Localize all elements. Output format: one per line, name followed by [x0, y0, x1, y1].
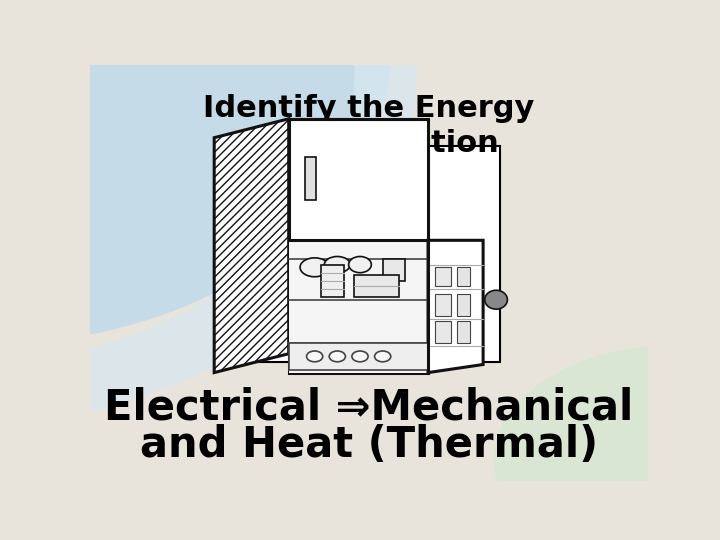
Ellipse shape [325, 256, 351, 273]
Bar [457, 267, 470, 286]
Ellipse shape [348, 256, 372, 273]
Bar [435, 267, 451, 286]
Polygon shape [428, 240, 483, 373]
Bar [457, 321, 470, 343]
Bar [383, 259, 405, 281]
Bar [321, 265, 344, 297]
Bar [238, 146, 500, 362]
Circle shape [485, 291, 508, 309]
Ellipse shape [307, 351, 323, 362]
Ellipse shape [300, 258, 329, 276]
Text: and Heat (Thermal): and Heat (Thermal) [140, 424, 598, 466]
Bar [289, 343, 428, 370]
Bar [305, 157, 316, 200]
Ellipse shape [374, 351, 391, 362]
Ellipse shape [495, 346, 720, 540]
Text: Electrical ⇒Mechanical: Electrical ⇒Mechanical [104, 387, 634, 429]
Circle shape [0, 0, 392, 343]
Bar [289, 240, 428, 373]
Ellipse shape [329, 351, 346, 362]
Bar [435, 294, 451, 316]
Bar [435, 321, 451, 343]
Ellipse shape [352, 351, 368, 362]
Text: Identify the Energy
Transformation: Identify the Energy Transformation [203, 94, 535, 158]
Bar [354, 275, 399, 297]
Bar [457, 294, 470, 316]
Bar [289, 119, 428, 373]
Polygon shape [215, 119, 289, 373]
